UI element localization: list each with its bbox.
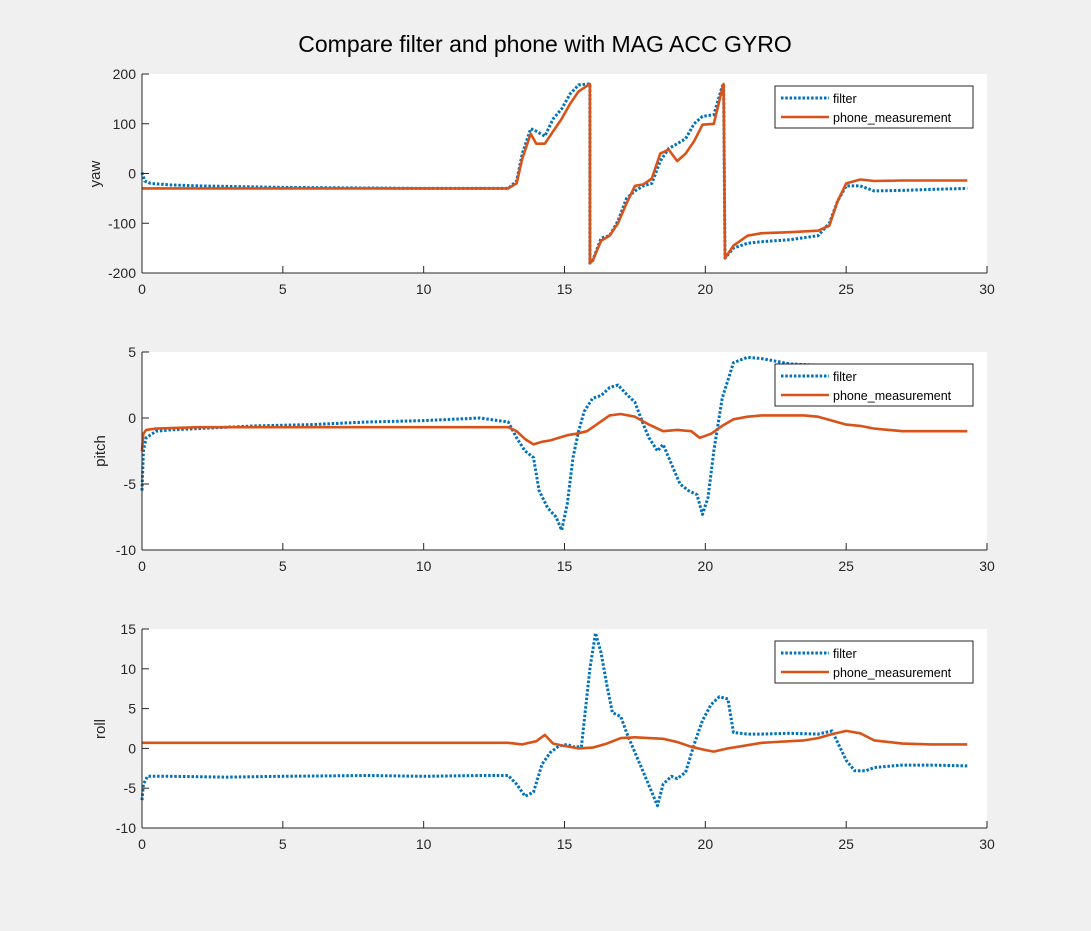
x-tick-label: 15 [557, 836, 573, 852]
legend-label-filter: filter [833, 92, 857, 106]
x-tick-label: 0 [138, 558, 146, 574]
x-tick-label: 0 [138, 836, 146, 852]
y-axis: -10 -5 0 5 [116, 344, 149, 558]
y-axis-label: roll [92, 719, 109, 739]
x-tick-label: 30 [979, 281, 995, 297]
x-tick-label: 25 [838, 558, 854, 574]
subplot-pitch: 0 5 10 15 20 25 30 -10 -5 0 5 pitch filter phone_m… [92, 344, 995, 574]
legend-label-phone-measurement: phone_measurement [833, 666, 952, 680]
y-axis: -200 -100 0 100 200 [108, 66, 149, 281]
x-tick-label: 20 [698, 558, 714, 574]
y-tick-label: 5 [128, 701, 136, 717]
y-tick-label: -5 [124, 476, 137, 492]
y-tick-label: 5 [128, 344, 136, 360]
y-axis: -10 -5 0 5 10 15 [116, 621, 149, 836]
x-tick-label: 10 [416, 281, 432, 297]
x-tick-label: 30 [979, 836, 995, 852]
series-line-phone-measurement [140, 412, 968, 452]
y-axis-label: yaw [87, 161, 104, 188]
legend-box [774, 85, 974, 129]
series-line-phone-measurement [142, 82, 968, 265]
x-tick-label: 25 [838, 836, 854, 852]
y-tick-label: 0 [128, 410, 136, 426]
x-tick-label: 20 [698, 836, 714, 852]
y-tick-label: -10 [116, 542, 136, 558]
y-tick-label: 100 [113, 116, 137, 132]
subplot-yaw: 0 5 10 15 20 25 30 -200 -100 0 100 200 yaw filter p… [87, 66, 995, 297]
series-layer [140, 82, 968, 265]
legend: filter phone_measurement [774, 85, 974, 129]
legend-box [774, 363, 974, 407]
x-axis: 0 5 10 15 20 25 30 [138, 543, 995, 574]
series-layer [140, 355, 968, 532]
legend-label-phone-measurement: phone_measurement [833, 389, 952, 403]
x-axis: 0 5 10 15 20 25 30 [138, 266, 995, 297]
series-layer [140, 631, 968, 808]
y-tick-label: -200 [108, 265, 136, 281]
series-line-phone-measurement [142, 729, 968, 753]
x-tick-label: 20 [698, 281, 714, 297]
x-tick-label: 10 [416, 558, 432, 574]
subplot-roll: 0 5 10 15 20 25 30 -10 -5 0 5 10 15 roll filter phon… [92, 621, 995, 852]
y-tick-label: 0 [128, 740, 136, 756]
x-tick-label: 5 [279, 836, 287, 852]
x-tick-label: 15 [557, 558, 573, 574]
x-tick-label: 25 [838, 281, 854, 297]
y-axis-label: pitch [92, 435, 109, 467]
legend-box [774, 640, 974, 684]
y-tick-label: 10 [120, 661, 136, 677]
series-line-filter [140, 631, 968, 808]
y-tick-label: 15 [120, 621, 136, 637]
y-tick-label: -100 [108, 215, 136, 231]
x-tick-label: 0 [138, 281, 146, 297]
figure-title: Compare filter and phone with MAG ACC GY… [298, 31, 791, 57]
x-tick-label: 5 [279, 281, 287, 297]
x-axis: 0 5 10 15 20 25 30 [138, 821, 995, 852]
legend-label-phone-measurement: phone_measurement [833, 111, 952, 125]
x-tick-label: 15 [557, 281, 573, 297]
legend: filter phone_measurement [774, 640, 974, 684]
x-tick-label: 10 [416, 836, 432, 852]
y-tick-label: 200 [113, 66, 137, 82]
y-tick-label: 0 [128, 166, 136, 182]
y-tick-label: -10 [116, 820, 136, 836]
legend: filter phone_measurement [774, 363, 974, 407]
legend-label-filter: filter [833, 370, 857, 384]
y-tick-label: -5 [124, 780, 137, 796]
legend-label-filter: filter [833, 647, 857, 661]
series-line-filter [140, 355, 847, 532]
x-tick-label: 30 [979, 558, 995, 574]
x-tick-label: 5 [279, 558, 287, 574]
